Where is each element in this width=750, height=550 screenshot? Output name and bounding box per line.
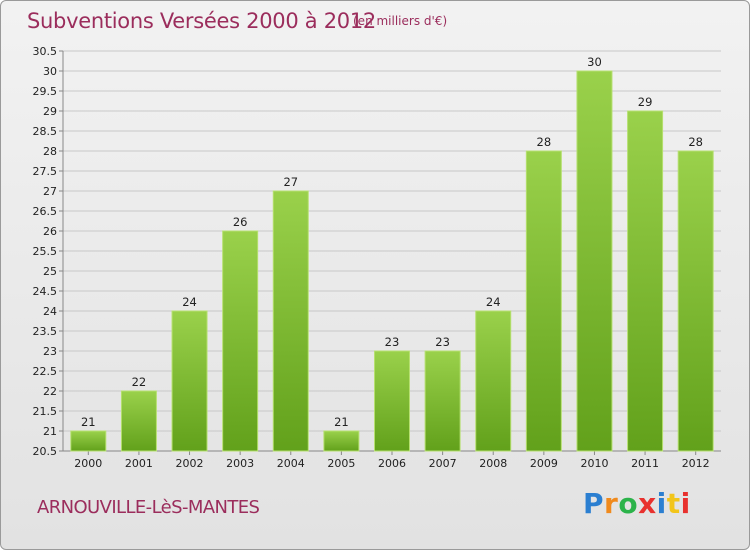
x-tick-label-2004: 2004 — [277, 457, 305, 470]
y-tick-label: 30 — [43, 65, 57, 78]
value-label-2000: 21 — [81, 415, 96, 429]
y-tick-label: 30.5 — [33, 45, 58, 58]
logo-letter: i — [680, 487, 691, 520]
x-tick-label-2008: 2008 — [479, 457, 507, 470]
x-tick-label-2007: 2007 — [429, 457, 457, 470]
logo-letter: t — [666, 487, 681, 520]
y-tick-label: 26 — [43, 225, 57, 238]
bar-2010 — [576, 70, 613, 452]
y-tick-label: 25.5 — [33, 245, 58, 258]
y-tick-label: 28 — [43, 145, 57, 158]
logo-letter: i — [656, 487, 667, 520]
y-tick-label: 27.5 — [33, 165, 58, 178]
bar-2000 — [70, 430, 107, 452]
value-label-2006: 23 — [385, 335, 400, 349]
bar-2009 — [525, 150, 562, 452]
y-tick-label: 22.5 — [33, 365, 58, 378]
y-tick-label: 21.5 — [33, 405, 58, 418]
y-tick-label: 22 — [43, 385, 57, 398]
value-label-2010: 30 — [587, 55, 602, 69]
y-tick-label: 27 — [43, 185, 57, 198]
logo-letter: o — [618, 487, 639, 520]
y-tick-label: 29.5 — [33, 85, 58, 98]
x-tick-label-2000: 2000 — [74, 457, 102, 470]
value-label-2002: 24 — [182, 295, 197, 309]
y-tick-label: 24 — [43, 305, 57, 318]
value-label-2012: 28 — [688, 135, 703, 149]
y-tick-label: 24.5 — [33, 285, 58, 298]
bar-2003 — [222, 230, 259, 452]
y-tick-label: 23.5 — [33, 325, 58, 338]
bar-2004 — [272, 190, 309, 452]
y-tick-label: 21 — [43, 425, 57, 438]
x-tick-label-2001: 2001 — [125, 457, 153, 470]
bar-2002 — [171, 310, 208, 452]
logo-letter: x — [638, 487, 657, 520]
value-label-2005: 21 — [334, 415, 349, 429]
x-tick-label-2011: 2011 — [631, 457, 659, 470]
bars: 21 22 24 26 27 21 23 23 24 28 30 29 28 — [70, 55, 714, 452]
bar-2007 — [424, 350, 461, 452]
x-tick-label-2006: 2006 — [378, 457, 406, 470]
y-tick-label: 28.5 — [33, 125, 58, 138]
x-tick-label-2010: 2010 — [580, 457, 608, 470]
y-tick-label: 29 — [43, 105, 57, 118]
x-tick-label-2005: 2005 — [327, 457, 355, 470]
x-tick-label-2003: 2003 — [226, 457, 254, 470]
bar-2001 — [120, 390, 157, 452]
x-tick-label-2002: 2002 — [176, 457, 204, 470]
y-tick-label: 20.5 — [33, 445, 58, 458]
bar-2005 — [323, 430, 360, 452]
y-tick-labels: 20.5 21 21.5 22 22.5 23 23.5 24 24.5 25 25.5 26 26.5… — [33, 45, 58, 458]
logo-letter: P — [583, 487, 605, 520]
chart-unit: (en milliers d'€) — [353, 14, 448, 28]
value-label-2003: 26 — [233, 215, 248, 229]
x-tick-label-2009: 2009 — [530, 457, 558, 470]
x-tick-labels: 2000 2001 2002 2003 2004 2005 2006 2007 2008 2009… — [74, 457, 709, 470]
value-label-2009: 28 — [537, 135, 552, 149]
value-label-2004: 27 — [283, 175, 298, 189]
y-tick-label: 23 — [43, 345, 57, 358]
bar-2011 — [627, 110, 664, 452]
proxiti-logo: Proxiti — [583, 487, 691, 520]
value-label-2007: 23 — [435, 335, 450, 349]
bar-2012 — [677, 150, 714, 452]
value-label-2001: 22 — [132, 375, 147, 389]
y-tick-label: 26.5 — [33, 205, 58, 218]
city-name: ARNOUVILLE-LèS-MANTES — [37, 497, 260, 518]
x-tick-label-2012: 2012 — [682, 457, 710, 470]
y-tick-label: 25 — [43, 265, 57, 278]
chart-title: Subventions Versées 2000 à 2012 — [27, 9, 376, 33]
bar-2008 — [475, 310, 512, 452]
bar-2006 — [374, 350, 410, 452]
logo-letter: r — [604, 487, 619, 520]
value-label-2008: 24 — [486, 295, 501, 309]
value-label-2011: 29 — [638, 95, 653, 109]
